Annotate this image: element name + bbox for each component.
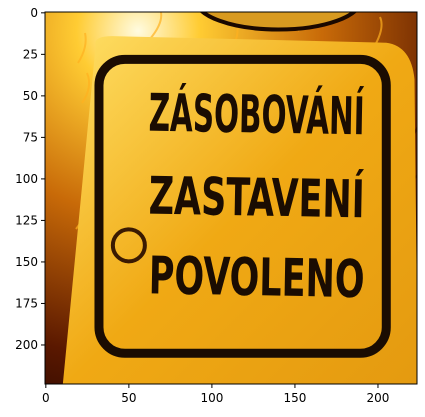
y-tick-label: 125 bbox=[15, 213, 38, 227]
x-tick-label: 150 bbox=[283, 391, 306, 405]
y-tick-label: 50 bbox=[23, 89, 38, 103]
plate-border bbox=[94, 54, 391, 358]
axes-frame bbox=[44, 11, 418, 385]
image: ZÁSOBOVÁNÍ ZASTAVENÍ POVOLENO bbox=[45, 12, 417, 384]
y-tick-label: 75 bbox=[23, 130, 38, 144]
y-tick-label: 100 bbox=[15, 172, 38, 186]
texture bbox=[149, 12, 163, 40]
bolt bbox=[110, 227, 147, 264]
top-sign bbox=[199, 12, 357, 32]
texture bbox=[45, 12, 47, 13]
y-tick-label: 200 bbox=[15, 338, 38, 352]
y-tick-label: 175 bbox=[15, 296, 38, 310]
y-tick-label: 0 bbox=[30, 6, 38, 20]
y-tick-label: 150 bbox=[15, 255, 38, 269]
plate bbox=[62, 36, 417, 384]
sign-text: ZÁSOBOVÁNÍ bbox=[148, 83, 365, 148]
sign-text: POVOLENO bbox=[148, 246, 365, 310]
x-tick-label: 50 bbox=[121, 391, 136, 405]
texture bbox=[77, 32, 87, 64]
sign-text: ZASTAVENÍ bbox=[148, 166, 365, 231]
x-tick-label: 100 bbox=[200, 391, 223, 405]
x-tick-label: 200 bbox=[367, 391, 390, 405]
y-tick-label: 25 bbox=[23, 47, 38, 61]
x-tick-label: 0 bbox=[42, 391, 50, 405]
texture bbox=[81, 72, 91, 104]
